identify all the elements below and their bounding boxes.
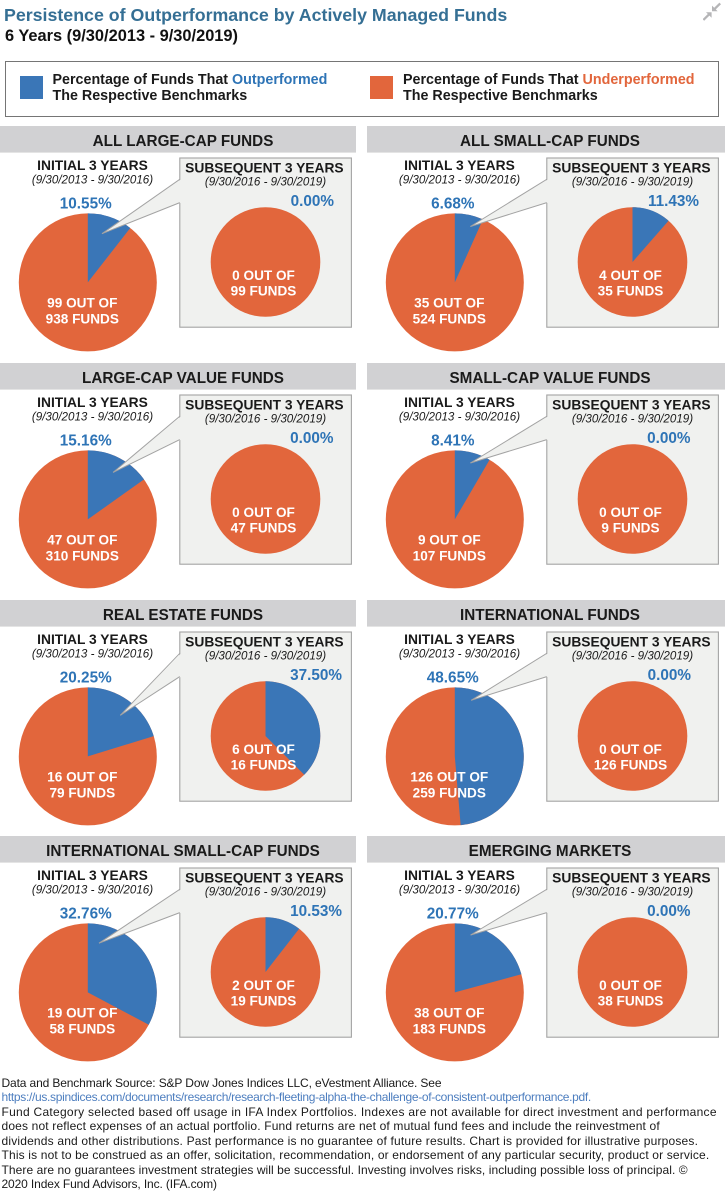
svg-text:0.00%: 0.00% [647, 430, 691, 447]
svg-text:SUBSEQUENT 3 YEARS: SUBSEQUENT 3 YEARS [185, 397, 343, 412]
svg-text:REAL ESTATE FUNDS: REAL ESTATE FUNDS [103, 606, 263, 623]
svg-text:INITIAL 3 YEARS: INITIAL 3 YEARS [404, 869, 515, 884]
svg-text:259 FUNDS: 259 FUNDS [413, 785, 486, 800]
svg-text:0.00%: 0.00% [290, 430, 334, 447]
svg-text:(9/30/2013 - 9/30/2016): (9/30/2013 - 9/30/2016) [32, 647, 153, 660]
svg-text:20.77%: 20.77% [427, 906, 479, 923]
svg-text:4 OUT OF: 4 OUT OF [599, 268, 662, 283]
svg-text:SUBSEQUENT 3 YEARS: SUBSEQUENT 3 YEARS [552, 397, 710, 412]
svg-text:(9/30/2013 - 9/30/2016): (9/30/2013 - 9/30/2016) [399, 410, 520, 423]
svg-text:38 FUNDS: 38 FUNDS [598, 994, 664, 1009]
svg-text:0.00%: 0.00% [647, 903, 691, 920]
svg-text:126 OUT OF: 126 OUT OF [410, 769, 488, 784]
svg-text:79 FUNDS: 79 FUNDS [49, 785, 115, 800]
svg-text:INITIAL 3 YEARS: INITIAL 3 YEARS [37, 395, 148, 410]
svg-text:(9/30/2013 - 9/30/2016): (9/30/2013 - 9/30/2016) [32, 174, 153, 187]
svg-text:INTERNATIONAL FUNDS: INTERNATIONAL FUNDS [460, 606, 640, 623]
svg-text:8.41%: 8.41% [431, 432, 475, 449]
svg-text:(9/30/2016 - 9/30/2019): (9/30/2016 - 9/30/2019) [205, 886, 326, 899]
svg-text:20.25%: 20.25% [60, 669, 112, 686]
svg-text:(9/30/2016 - 9/30/2019): (9/30/2016 - 9/30/2019) [205, 176, 326, 189]
svg-text:ALL SMALL-CAP FUNDS: ALL SMALL-CAP FUNDS [460, 133, 640, 150]
svg-text:(9/30/2013 - 9/30/2016): (9/30/2013 - 9/30/2016) [32, 410, 153, 423]
svg-text:38 OUT OF: 38 OUT OF [414, 1006, 484, 1021]
svg-text:0 OUT OF: 0 OUT OF [232, 268, 295, 283]
svg-text:EMERGING MARKETS: EMERGING MARKETS [469, 843, 632, 860]
svg-text:32.76%: 32.76% [60, 906, 112, 923]
svg-text:0 OUT OF: 0 OUT OF [599, 978, 662, 993]
svg-text:47 OUT OF: 47 OUT OF [47, 532, 117, 547]
svg-text:LARGE-CAP VALUE FUNDS: LARGE-CAP VALUE FUNDS [82, 370, 284, 387]
svg-text:INTERNATIONAL SMALL-CAP FUNDS: INTERNATIONAL SMALL-CAP FUNDS [46, 843, 320, 860]
svg-text:183 FUNDS: 183 FUNDS [413, 1022, 486, 1037]
svg-text:0 OUT OF: 0 OUT OF [232, 505, 295, 520]
svg-text:SUBSEQUENT 3 YEARS: SUBSEQUENT 3 YEARS [552, 634, 710, 649]
svg-text:15.16%: 15.16% [60, 432, 112, 449]
svg-text:SUBSEQUENT 3 YEARS: SUBSEQUENT 3 YEARS [185, 161, 343, 176]
svg-text:19 FUNDS: 19 FUNDS [231, 994, 297, 1009]
svg-text:SUBSEQUENT 3 YEARS: SUBSEQUENT 3 YEARS [185, 871, 343, 886]
svg-text:10.55%: 10.55% [60, 196, 112, 213]
svg-text:0.00%: 0.00% [291, 193, 335, 210]
svg-text:ALL LARGE-CAP FUNDS: ALL LARGE-CAP FUNDS [93, 133, 274, 150]
svg-text:INITIAL 3 YEARS: INITIAL 3 YEARS [37, 632, 148, 647]
svg-text:SUBSEQUENT 3 YEARS: SUBSEQUENT 3 YEARS [185, 634, 343, 649]
svg-text:(9/30/2013 - 9/30/2016): (9/30/2013 - 9/30/2016) [399, 884, 520, 897]
svg-text:9 FUNDS: 9 FUNDS [601, 520, 659, 535]
svg-text:16 FUNDS: 16 FUNDS [231, 757, 297, 772]
svg-text:0 OUT OF: 0 OUT OF [599, 505, 662, 520]
svg-text:INITIAL 3 YEARS: INITIAL 3 YEARS [404, 158, 515, 173]
svg-text:48.65%: 48.65% [427, 669, 479, 686]
svg-text:(9/30/2016 - 9/30/2019): (9/30/2016 - 9/30/2019) [572, 886, 693, 899]
svg-text:(9/30/2016 - 9/30/2019): (9/30/2016 - 9/30/2019) [572, 649, 693, 662]
svg-text:(9/30/2013 - 9/30/2016): (9/30/2013 - 9/30/2016) [399, 647, 520, 660]
svg-text:INITIAL 3 YEARS: INITIAL 3 YEARS [404, 395, 515, 410]
svg-text:6 OUT OF: 6 OUT OF [232, 742, 295, 757]
svg-text:(9/30/2016 - 9/30/2019): (9/30/2016 - 9/30/2019) [205, 649, 326, 662]
svg-text:(9/30/2013 - 9/30/2016): (9/30/2013 - 9/30/2016) [399, 174, 520, 187]
svg-text:2 OUT OF: 2 OUT OF [232, 978, 295, 993]
svg-text:35 FUNDS: 35 FUNDS [598, 284, 664, 299]
svg-text:INITIAL 3 YEARS: INITIAL 3 YEARS [404, 632, 515, 647]
svg-text:SUBSEQUENT 3 YEARS: SUBSEQUENT 3 YEARS [552, 161, 710, 176]
svg-text:37.50%: 37.50% [290, 667, 342, 684]
svg-text:INITIAL 3 YEARS: INITIAL 3 YEARS [37, 158, 148, 173]
svg-text:310 FUNDS: 310 FUNDS [46, 548, 119, 563]
svg-text:126 FUNDS: 126 FUNDS [594, 757, 667, 772]
svg-text:35 OUT OF: 35 OUT OF [414, 296, 484, 311]
svg-text:(9/30/2016 - 9/30/2019): (9/30/2016 - 9/30/2019) [572, 176, 693, 189]
svg-text:(9/30/2013 - 9/30/2016): (9/30/2013 - 9/30/2016) [32, 884, 153, 897]
svg-text:(9/30/2016 - 9/30/2019): (9/30/2016 - 9/30/2019) [572, 412, 693, 425]
svg-text:11.43%: 11.43% [648, 193, 699, 210]
svg-text:10.53%: 10.53% [290, 903, 342, 920]
svg-text:19 OUT OF: 19 OUT OF [47, 1006, 117, 1021]
svg-text:SMALL-CAP VALUE FUNDS: SMALL-CAP VALUE FUNDS [449, 370, 650, 387]
svg-text:9 OUT OF: 9 OUT OF [418, 532, 481, 547]
svg-text:INITIAL 3 YEARS: INITIAL 3 YEARS [37, 869, 148, 884]
svg-text:524 FUNDS: 524 FUNDS [413, 312, 486, 327]
svg-text:47 FUNDS: 47 FUNDS [231, 520, 297, 535]
svg-text:99 FUNDS: 99 FUNDS [231, 284, 297, 299]
svg-text:6.68%: 6.68% [431, 196, 475, 213]
svg-text:99 OUT OF: 99 OUT OF [47, 296, 117, 311]
svg-text:0 OUT OF: 0 OUT OF [599, 742, 662, 757]
svg-text:(9/30/2016 - 9/30/2019): (9/30/2016 - 9/30/2019) [205, 412, 326, 425]
svg-text:58 FUNDS: 58 FUNDS [49, 1022, 115, 1037]
svg-text:938 FUNDS: 938 FUNDS [46, 312, 119, 327]
svg-text:0.00%: 0.00% [648, 667, 692, 684]
svg-text:107 FUNDS: 107 FUNDS [413, 548, 486, 563]
svg-text:16 OUT OF: 16 OUT OF [47, 769, 117, 784]
svg-text:SUBSEQUENT 3 YEARS: SUBSEQUENT 3 YEARS [552, 871, 710, 886]
